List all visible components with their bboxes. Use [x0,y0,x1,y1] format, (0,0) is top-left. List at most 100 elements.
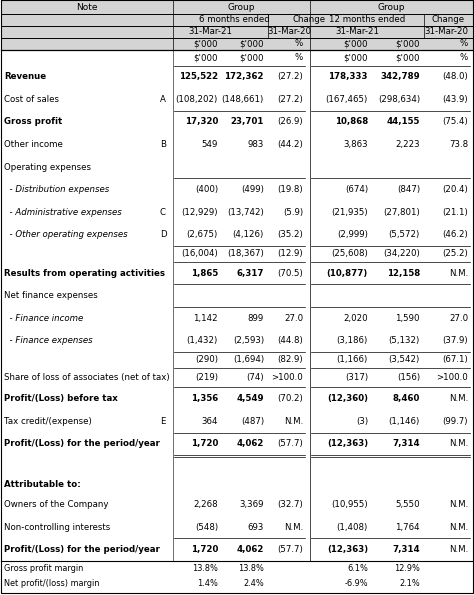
Text: (12,363): (12,363) [327,439,368,449]
Text: (57.7): (57.7) [277,439,303,449]
Text: 2,223: 2,223 [395,140,420,149]
Text: - Distribution expenses: - Distribution expenses [4,185,109,194]
Text: (75.4): (75.4) [442,117,468,127]
Text: B: B [160,140,166,149]
Text: -6.9%: -6.9% [345,579,368,588]
Text: 4,062: 4,062 [237,545,264,554]
Text: 44,155: 44,155 [387,117,420,127]
Text: 17,320: 17,320 [185,117,218,127]
Text: (18,367): (18,367) [227,249,264,258]
Text: N.M.: N.M. [284,522,303,531]
Text: Gross profit margin: Gross profit margin [4,564,83,573]
Text: 27.0: 27.0 [449,314,468,322]
Text: (3,186): (3,186) [337,336,368,345]
Text: 1,764: 1,764 [395,522,420,531]
Text: Revenue: Revenue [4,73,46,82]
Text: (99.7): (99.7) [443,416,468,426]
Text: 342,789: 342,789 [380,73,420,82]
Text: 983: 983 [247,140,264,149]
Text: (27,801): (27,801) [383,208,420,217]
Text: (148,661): (148,661) [222,95,264,104]
Text: (487): (487) [241,416,264,426]
Text: (37.9): (37.9) [442,336,468,345]
Text: N.M.: N.M. [284,416,303,426]
Text: (70.5): (70.5) [277,268,303,277]
Text: Net finance expenses: Net finance expenses [4,291,98,300]
Text: (3,542): (3,542) [389,355,420,364]
Text: - Administrative expenses: - Administrative expenses [4,208,122,217]
Text: Owners of the Company: Owners of the Company [4,500,109,509]
Text: 4,549: 4,549 [237,394,264,403]
Text: (57.7): (57.7) [277,545,303,554]
Text: >100.0: >100.0 [271,373,303,382]
Text: 7,314: 7,314 [392,545,420,554]
Text: (1,694): (1,694) [233,355,264,364]
Text: (43.9): (43.9) [442,95,468,104]
Text: 12.9%: 12.9% [394,564,420,573]
Text: 1,720: 1,720 [191,545,218,554]
Text: 899: 899 [248,314,264,322]
Text: (32.7): (32.7) [277,500,303,509]
Text: 3,369: 3,369 [239,500,264,509]
Text: N.M.: N.M. [449,394,468,403]
Text: (27.2): (27.2) [277,95,303,104]
Text: 1,590: 1,590 [395,314,420,322]
Text: (21,935): (21,935) [331,208,368,217]
Text: (19.8): (19.8) [277,185,303,194]
Text: (67.1): (67.1) [442,355,468,364]
Text: 73.8: 73.8 [449,140,468,149]
Bar [1,0,473,50]
Text: 10,868: 10,868 [335,117,368,127]
Text: (46.2): (46.2) [442,230,468,239]
Text: 2.1%: 2.1% [399,579,420,588]
Text: N.M.: N.M. [449,268,468,277]
Text: 6.1%: 6.1% [347,564,368,573]
Text: (847): (847) [397,185,420,194]
Text: Cost of sales: Cost of sales [4,95,59,104]
Text: 3,863: 3,863 [343,140,368,149]
Text: Tax credit/(expense): Tax credit/(expense) [4,416,92,426]
Text: 693: 693 [247,522,264,531]
Text: (26.9): (26.9) [277,117,303,127]
Text: Profit/(Loss) before tax: Profit/(Loss) before tax [4,394,118,403]
Text: 125,522: 125,522 [179,73,218,82]
Text: Attributable to:: Attributable to: [4,480,81,488]
Text: (12.9): (12.9) [277,249,303,258]
Text: (4,126): (4,126) [233,230,264,239]
Text: 549: 549 [201,140,218,149]
Text: (2,675): (2,675) [187,230,218,239]
Text: 6 months ended: 6 months ended [199,15,269,24]
Text: (70.2): (70.2) [277,394,303,403]
Text: Operating expenses: Operating expenses [4,162,91,172]
Text: 31-Mar-20: 31-Mar-20 [425,27,468,36]
Text: (27.2): (27.2) [277,73,303,82]
Text: 23,701: 23,701 [231,117,264,127]
Text: Note: Note [76,2,98,11]
Text: %: % [295,39,303,49]
Text: 4,062: 4,062 [237,439,264,449]
Text: N.M.: N.M. [449,522,468,531]
Text: (5.9): (5.9) [283,208,303,217]
Text: 172,362: 172,362 [225,73,264,82]
Text: %: % [460,54,468,62]
Text: Net profit/(loss) margin: Net profit/(loss) margin [4,579,100,588]
Text: (1,408): (1,408) [337,522,368,531]
Text: Group: Group [378,2,405,11]
Text: (1,166): (1,166) [337,355,368,364]
Text: A: A [160,95,166,104]
Text: $'000: $'000 [193,39,218,49]
Text: 7,314: 7,314 [392,439,420,449]
Text: (35.2): (35.2) [277,230,303,239]
Text: 2,020: 2,020 [343,314,368,322]
Text: $'000: $'000 [344,39,368,49]
Text: 2.4%: 2.4% [243,579,264,588]
Text: (44.2): (44.2) [277,140,303,149]
Text: (108,202): (108,202) [176,95,218,104]
Text: (2,593): (2,593) [233,336,264,345]
Text: 31-Mar-20: 31-Mar-20 [267,27,311,36]
Text: (167,465): (167,465) [326,95,368,104]
Text: 178,333: 178,333 [328,73,368,82]
Text: (12,929): (12,929) [182,208,218,217]
Text: (48.0): (48.0) [442,73,468,82]
Text: $'000: $'000 [344,54,368,62]
